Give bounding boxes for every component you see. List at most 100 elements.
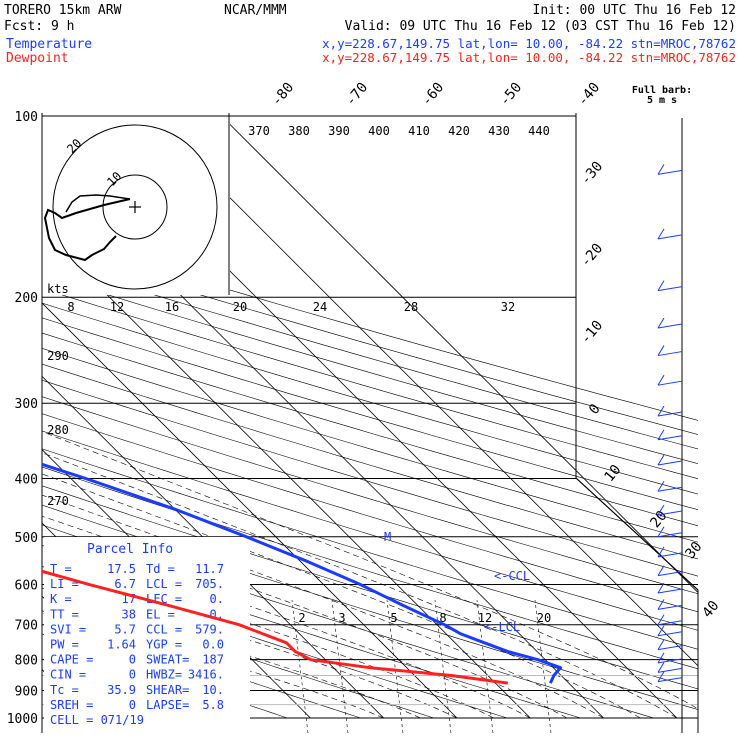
parcel-value: 17.5 xyxy=(107,562,136,576)
wind-barb-flag xyxy=(657,582,665,594)
isotherm-label: -40 xyxy=(575,80,604,110)
wind-barb-shaft xyxy=(657,552,683,558)
wind-barb xyxy=(657,652,683,664)
wind-barb-shaft xyxy=(657,486,683,492)
hodograph-trace-upper xyxy=(65,194,131,213)
isotherm-label: -50 xyxy=(497,80,526,110)
isotherm-line xyxy=(147,115,698,667)
parcel-value: 10. xyxy=(202,683,224,697)
parcel-value: 35.9 xyxy=(107,683,136,697)
temperature-location: x,y=228.67,149.75 lat,lon= 10.00, -84.22… xyxy=(322,36,736,51)
pressure-label: 1000 xyxy=(7,712,38,727)
wind-barb xyxy=(657,614,683,626)
parcel-label: SHEAR= xyxy=(146,683,189,697)
wind-barb-flag xyxy=(657,565,665,576)
isotherm-line xyxy=(42,375,384,719)
wind-barb xyxy=(657,480,683,492)
dry-adiabat xyxy=(42,413,698,613)
dry-adiabat xyxy=(42,233,698,421)
wind-barb xyxy=(657,164,683,175)
wind-barb-shaft xyxy=(657,532,683,538)
pressure-label: 700 xyxy=(15,619,38,634)
hodo-ring-20 xyxy=(52,124,218,290)
wind-barb-shaft xyxy=(657,667,683,673)
dry-adiabat xyxy=(42,448,698,650)
wind-barb-shaft xyxy=(657,234,683,240)
wind-barb-flag xyxy=(657,599,665,610)
wind-barb-flag xyxy=(657,454,665,466)
parcel-value: 0. xyxy=(210,592,224,606)
wind-barb-flag xyxy=(657,625,665,636)
theta-lower-label: 270 xyxy=(47,494,69,508)
wind-barb-shaft xyxy=(657,435,683,441)
parcel-value: 5.7 xyxy=(114,622,136,636)
isotherm-label: -60 xyxy=(419,80,448,110)
hodo-speed-label: 8 xyxy=(67,300,74,314)
wind-barb-shaft xyxy=(657,677,683,683)
init-time: Init: 00 UTC Thu 16 Feb 12 xyxy=(533,3,737,18)
wind-barb xyxy=(657,405,683,417)
wind-barb xyxy=(657,599,683,610)
wind-barb xyxy=(657,625,683,637)
model-title: TORERO 15km ARW xyxy=(4,3,122,18)
parcel-label: EL = xyxy=(146,607,175,621)
parcel-label: SWEAT= xyxy=(146,653,189,667)
wind-barb-shaft xyxy=(657,510,683,516)
mixing-ratio-label: 12 xyxy=(478,611,492,625)
wind-barb xyxy=(657,454,683,466)
theta-label: 410 xyxy=(408,124,430,138)
dry-adiabat xyxy=(42,466,698,670)
hodo-speed-label: 32 xyxy=(501,300,515,314)
hodo-speed-label: 20 xyxy=(233,300,247,314)
wind-barb-flag xyxy=(657,317,665,329)
hodo-speed-label: 24 xyxy=(313,300,327,314)
wind-barb-shaft xyxy=(657,286,683,292)
wind-barb-flag xyxy=(657,652,665,664)
wind-barb-flag xyxy=(657,405,665,417)
parcel-value: 6.7 xyxy=(114,577,136,591)
wind-barb-shaft xyxy=(657,631,683,637)
m-marker: M xyxy=(384,530,391,544)
dry-adiabat xyxy=(42,246,698,435)
parcel-value: 187 xyxy=(202,653,224,667)
parcel-label: CIN = xyxy=(50,668,86,682)
parcel-label: SREH = xyxy=(50,698,93,712)
theta-label: 400 xyxy=(368,124,390,138)
parcel-label: LCL = xyxy=(146,577,182,591)
wind-barb xyxy=(657,345,683,357)
pressure-label: 100 xyxy=(15,110,38,125)
wind-scale-units: 5 m s xyxy=(647,95,677,106)
parcel-value: 0.0 xyxy=(202,638,224,652)
plot-frame-diagonal xyxy=(575,477,699,591)
mixing-ratio-label: 8 xyxy=(439,611,446,625)
parcel-label: HWBZ= xyxy=(146,668,182,682)
parcel-label: LAPSE= xyxy=(146,698,189,712)
moist-adiabat xyxy=(42,494,604,719)
temperature-trace xyxy=(42,462,563,684)
parcel-label: PW = xyxy=(50,638,79,652)
parcel-label: CCL = xyxy=(146,622,182,636)
hodograph-trace xyxy=(43,198,131,262)
wind-barb-flag xyxy=(657,374,665,386)
mixing-ratio-label: 2 xyxy=(298,611,305,625)
parcel-value: 1.64 xyxy=(107,638,136,652)
wind-barb-flag xyxy=(657,345,665,356)
pressure-label: 400 xyxy=(15,472,38,487)
wind-barb-flag xyxy=(657,639,665,650)
theta-label: 370 xyxy=(248,124,270,138)
isotherm-label: -10 xyxy=(578,318,607,348)
pressure-label: 900 xyxy=(15,684,38,699)
dewpoint-location: x,y=228.67,149.75 lat,lon= 10.00, -84.22… xyxy=(322,50,736,65)
parcel-value: 0 xyxy=(129,668,136,682)
wind-barb xyxy=(657,671,683,683)
dewpoint-legend: Dewpoint xyxy=(6,51,69,66)
theta-label: 440 xyxy=(528,124,550,138)
mixing-ratio-line xyxy=(534,599,552,733)
dry-adiabat xyxy=(42,260,698,450)
theta-label: 430 xyxy=(488,124,510,138)
parcel-label: TT = xyxy=(50,607,79,621)
lcl-marker: <-LCL xyxy=(484,620,520,634)
theta-lower-label: 280 xyxy=(47,423,69,437)
isotherm-label: 20 xyxy=(647,508,670,531)
